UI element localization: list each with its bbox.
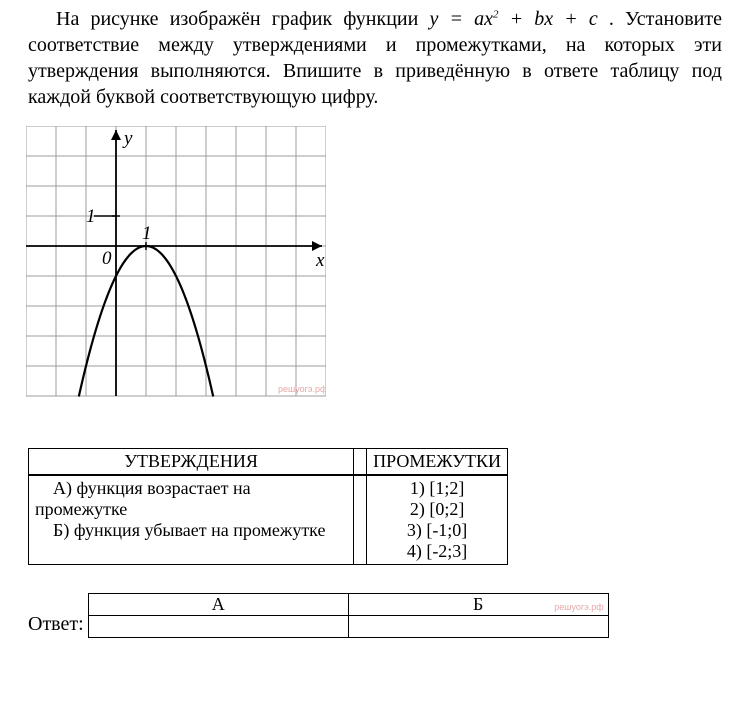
statement-a: А) функция возрастает на промежутке [35, 478, 347, 520]
answer-row: Ответ: А Брешуогэ.рф [28, 593, 722, 638]
svg-text:y: y [122, 128, 133, 149]
watermark: решуогэ.рф [554, 602, 603, 612]
interval-4: 4) [-2;3] [373, 541, 501, 562]
interval-2: 2) [0;2] [373, 499, 501, 520]
parabola-chart: 011yx решуогэ.рф [26, 126, 326, 406]
task-prefix: На рисунке изображён график функции [56, 8, 429, 30]
answer-cell-b[interactable] [348, 616, 608, 638]
answer-col-b: Б [473, 594, 483, 614]
answer-cell-a[interactable] [88, 616, 348, 638]
answer-label: Ответ: [28, 613, 84, 638]
statement-b: Б) функция убывает на промежутке [35, 520, 347, 541]
head-intervals: ПРОМЕЖУТКИ [367, 449, 508, 476]
svg-text:решуогэ.рф: решуогэ.рф [278, 384, 326, 394]
statements-cell: А) функция возрастает на промежутке Б) ф… [29, 475, 354, 565]
svg-text:1: 1 [142, 223, 152, 244]
svg-text:x: x [315, 250, 325, 271]
answer-col-a: А [88, 594, 348, 616]
task-text: На рисунке изображён график функции y = … [28, 0, 722, 110]
interval-1: 1) [1;2] [373, 478, 501, 499]
interval-3: 3) [-1;0] [373, 520, 501, 541]
intervals-cell: 1) [1;2] 2) [0;2] 3) [-1;0] 4) [-2;3] [367, 475, 508, 565]
svg-text:1: 1 [86, 206, 96, 227]
head-statements: УТВЕРЖДЕНИЯ [29, 449, 354, 476]
answer-table: А Брешуогэ.рф [88, 593, 609, 638]
statements-table: УТВЕРЖДЕНИЯ ПРОМЕЖУТКИ А) функция возрас… [28, 448, 508, 565]
svg-text:0: 0 [102, 248, 112, 269]
